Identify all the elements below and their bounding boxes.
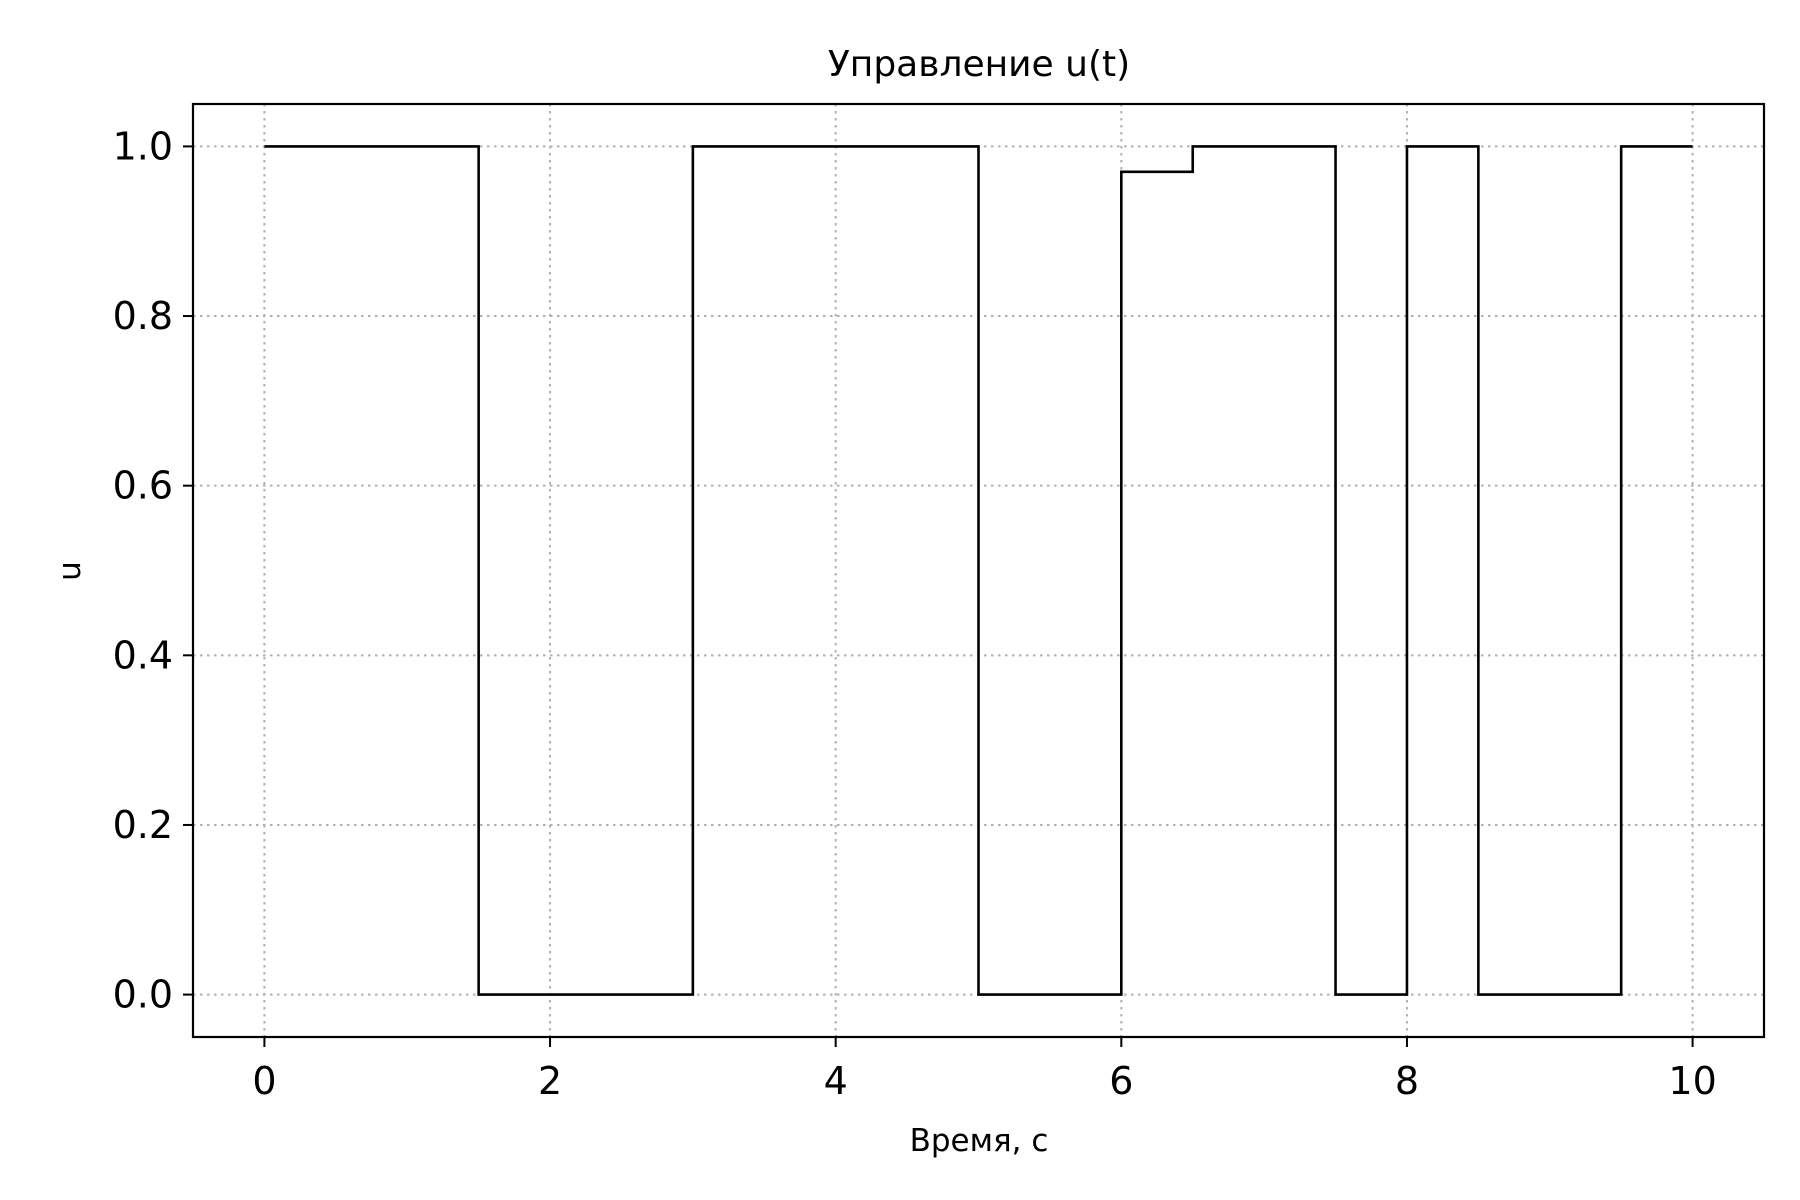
x-tick-label-5: 10 [1668,1059,1716,1103]
plot-frame [191,102,1766,1039]
y-tick-label-2: 0.4 [113,633,173,677]
series-line-0 [264,145,1693,996]
y-axis-title: u [52,561,88,581]
y-tick-label-4: 0.8 [113,294,173,338]
y-tick-label-0: 0.0 [113,973,173,1017]
x-tick-label-4: 8 [1395,1059,1419,1103]
ticks: 0 2 4 6 8 10 0.0 0.2 0.4 0.6 0.8 1.0 [113,124,1717,1103]
y-tick-label-1: 0.2 [113,803,173,847]
x-tick-label-2: 4 [824,1059,848,1103]
x-tick-label-1: 2 [538,1059,562,1103]
y-tick-label-3: 0.6 [113,464,173,508]
series-layer [264,145,1693,996]
x-tick-label-0: 0 [252,1059,276,1103]
x-axis-title: Время, с [910,1123,1049,1159]
chart-title: Управление u(t) [828,44,1130,85]
y-tick-label-5: 1.0 [113,124,173,168]
x-tick-label-3: 6 [1109,1059,1133,1103]
